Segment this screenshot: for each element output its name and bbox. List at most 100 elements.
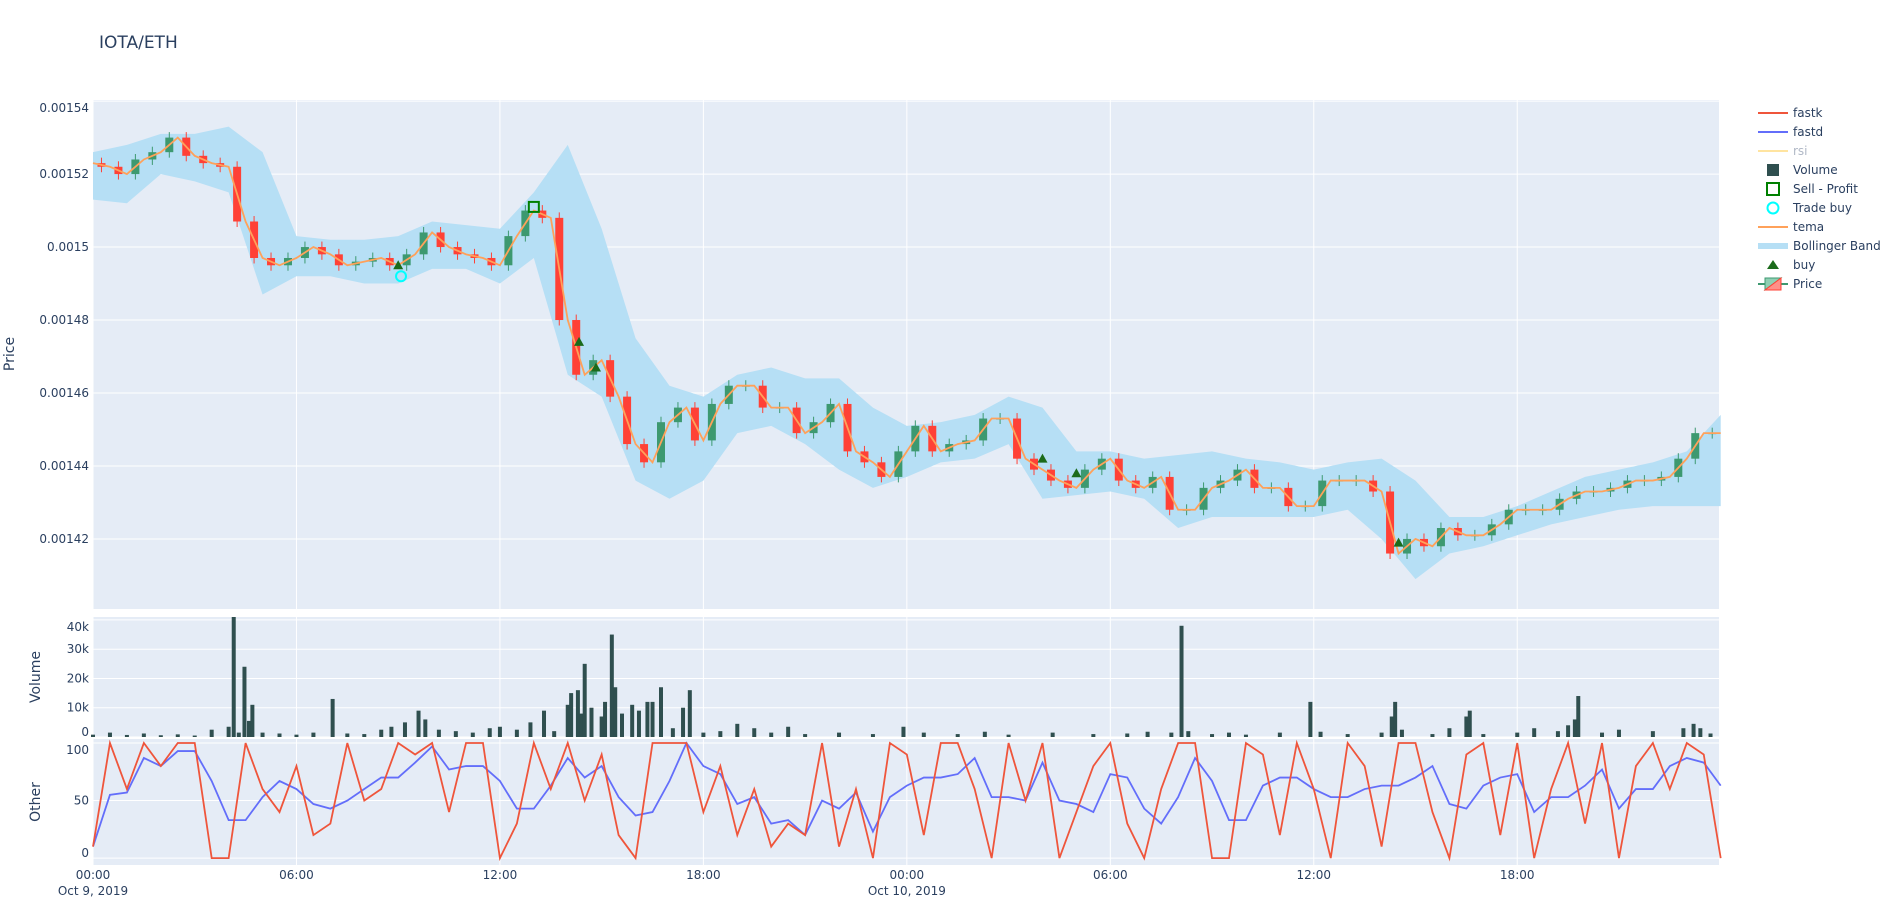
volume-bar: [1186, 731, 1191, 737]
volume-bar: [620, 713, 625, 737]
legend-item-fastk[interactable]: fastk: [1758, 106, 1823, 120]
buy-marker: [1393, 537, 1404, 547]
legend-item-trade_buy[interactable]: Trade buy: [1766, 201, 1853, 215]
price-tick-label: 0.00152: [39, 167, 89, 181]
volume-bar: [1125, 733, 1130, 737]
volume-bar: [231, 617, 236, 737]
legend-label: fastk: [1793, 106, 1823, 120]
band-legend-icon: [1758, 243, 1788, 249]
volume-bar: [1169, 732, 1174, 737]
volume-bar: [311, 732, 316, 737]
volume-bar: [901, 726, 906, 737]
volume-tick-label: 20k: [67, 671, 89, 685]
volume-bar: [91, 734, 95, 737]
volume-bar: [389, 726, 394, 737]
volume-bar: [1345, 734, 1350, 737]
trade-buy-marker: [395, 270, 408, 283]
volume-bar: [589, 707, 594, 737]
volume-bar: [1393, 701, 1398, 737]
tema-line-path: [92, 136, 1721, 556]
x-tick-label: 12:00: [483, 868, 518, 882]
x-tick-sublabel: Oct 9, 2019: [58, 884, 128, 898]
legend-item-buy[interactable]: buy: [1767, 258, 1815, 272]
volume-bar: [1243, 734, 1248, 737]
volume-bar: [242, 666, 247, 737]
other-tick-label: 50: [74, 794, 89, 808]
legend-label: fastd: [1793, 125, 1823, 139]
volume-bar: [175, 734, 180, 737]
square-legend-icon: [1767, 164, 1779, 176]
volume-tick-label: 0: [81, 725, 89, 739]
volume-bar: [1145, 731, 1150, 737]
legend-item-sell_profit[interactable]: Sell - Profit: [1766, 182, 1858, 196]
volume-bar: [650, 701, 655, 737]
volume-bar: [1277, 732, 1282, 737]
volume-bar: [192, 735, 197, 737]
volume-bar: [870, 734, 875, 737]
volume-bar: [1179, 625, 1184, 737]
volume-bar: [250, 704, 255, 737]
volume-bar: [1006, 734, 1011, 737]
legend-item-bollinger[interactable]: Bollinger Band: [1758, 239, 1881, 253]
circle-open-legend-icon: [1766, 201, 1780, 215]
volume-bar: [687, 690, 692, 737]
volume-bar: [124, 734, 129, 737]
volume-bar: [1379, 732, 1384, 737]
other-panel-background: [93, 739, 1719, 865]
volume-tick-label: 30k: [67, 642, 89, 656]
volume-bar: [1566, 725, 1571, 737]
volume-bar: [670, 728, 675, 737]
triangle-legend-icon: [1767, 260, 1779, 269]
legend-item-rsi[interactable]: rsi: [1758, 144, 1808, 158]
volume-bar: [803, 734, 808, 737]
volume-bar: [1616, 729, 1621, 737]
volume-bar: [552, 731, 557, 737]
volume-bar: [701, 732, 706, 737]
volume-bar: [1515, 732, 1520, 737]
buy-marker: [393, 260, 404, 270]
volume-bar: [636, 710, 641, 737]
volume-bar: [528, 722, 533, 737]
volume-bar: [141, 733, 146, 737]
volume-bar: [236, 732, 241, 737]
volume-bar: [226, 726, 231, 737]
legend-label: Bollinger Band: [1793, 239, 1881, 253]
legend-item-tema[interactable]: tema: [1758, 220, 1824, 234]
volume-bar: [582, 663, 587, 737]
other-tick-label: 100: [66, 743, 89, 757]
volume-bar: [609, 634, 614, 737]
legend-label: buy: [1793, 258, 1815, 272]
volume-bar: [487, 728, 492, 737]
sell-profit-marker: [527, 200, 540, 213]
volume-bar: [1399, 729, 1404, 737]
volume-bar: [1681, 728, 1686, 737]
legend[interactable]: fastk fastd rsi Volume Sell - Profit Trade bu…: [1758, 106, 1881, 291]
volume-bar: [1708, 733, 1713, 737]
price-tick-label: 0.00144: [39, 459, 89, 473]
tema-line: [92, 136, 1721, 556]
legend-item-volume[interactable]: Volume: [1767, 163, 1838, 177]
volume-bar: [1467, 710, 1472, 737]
volume-bar: [613, 687, 618, 737]
volume-bar: [1210, 734, 1215, 737]
volume-bar: [1464, 716, 1469, 737]
volume-bar: [1650, 731, 1655, 737]
volume-bar: [453, 731, 458, 737]
price-tick-label: 0.0015: [47, 240, 89, 254]
legend-label: Price: [1793, 277, 1822, 291]
legend-item-fastd[interactable]: fastd: [1758, 125, 1823, 139]
volume-bar: [645, 701, 650, 737]
legend-label: Sell - Profit: [1793, 182, 1858, 196]
x-tick-label: 18:00: [1500, 868, 1535, 882]
other-tick-label: 0: [81, 846, 89, 860]
volume-bar: [1698, 728, 1703, 737]
bollinger-band-area: [93, 126, 1721, 580]
legend-item-price[interactable]: Price: [1758, 277, 1822, 291]
volume-bar: [362, 734, 367, 737]
volume-tick-label: 40k: [67, 620, 89, 634]
fastk-line: [92, 739, 1722, 862]
volume-bar: [1691, 723, 1696, 737]
volume-bar: [579, 713, 584, 737]
price-axis-title: Price: [2, 337, 18, 371]
buy-marker: [1071, 468, 1082, 478]
